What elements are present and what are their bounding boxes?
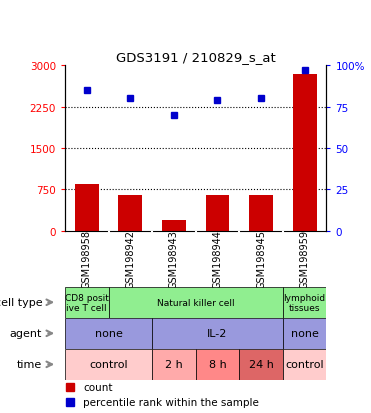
Text: agent: agent	[10, 328, 42, 339]
Text: CD8 posit
ive T cell: CD8 posit ive T cell	[65, 293, 109, 312]
Text: Natural killer cell: Natural killer cell	[157, 298, 234, 307]
Bar	[206, 195, 230, 231]
Text: none: none	[95, 328, 122, 339]
Bar	[65, 287, 109, 318]
Text: GSM198959: GSM198959	[300, 230, 310, 289]
Bar	[283, 318, 326, 349]
Bar	[152, 318, 283, 349]
Bar	[283, 287, 326, 318]
Text: time: time	[17, 359, 42, 370]
Bar	[162, 220, 186, 231]
Text: control: control	[89, 359, 128, 370]
Text: GSM198958: GSM198958	[82, 230, 92, 289]
Bar	[65, 318, 152, 349]
Text: GSM198942: GSM198942	[125, 230, 135, 289]
Text: GSM198943: GSM198943	[169, 230, 179, 289]
Bar	[249, 195, 273, 231]
Text: GSM198945: GSM198945	[256, 230, 266, 289]
Text: 24 h: 24 h	[249, 359, 273, 370]
Title: GDS3191 / 210829_s_at: GDS3191 / 210829_s_at	[116, 50, 276, 64]
Bar	[152, 349, 196, 380]
Bar	[239, 349, 283, 380]
Bar	[109, 287, 283, 318]
Text: cell type: cell type	[0, 297, 42, 308]
Text: GSM198944: GSM198944	[213, 230, 223, 289]
Text: IL-2: IL-2	[207, 328, 228, 339]
Text: percentile rank within the sample: percentile rank within the sample	[83, 396, 259, 407]
Bar	[293, 74, 317, 231]
Bar	[75, 185, 99, 231]
Bar	[196, 349, 239, 380]
Text: none: none	[291, 328, 319, 339]
Bar	[118, 195, 142, 231]
Bar	[65, 349, 152, 380]
Text: control: control	[285, 359, 324, 370]
Text: 2 h: 2 h	[165, 359, 183, 370]
Text: count: count	[83, 382, 113, 392]
Bar	[283, 349, 326, 380]
Text: lymphoid
tissues: lymphoid tissues	[283, 293, 326, 312]
Text: 8 h: 8 h	[209, 359, 226, 370]
